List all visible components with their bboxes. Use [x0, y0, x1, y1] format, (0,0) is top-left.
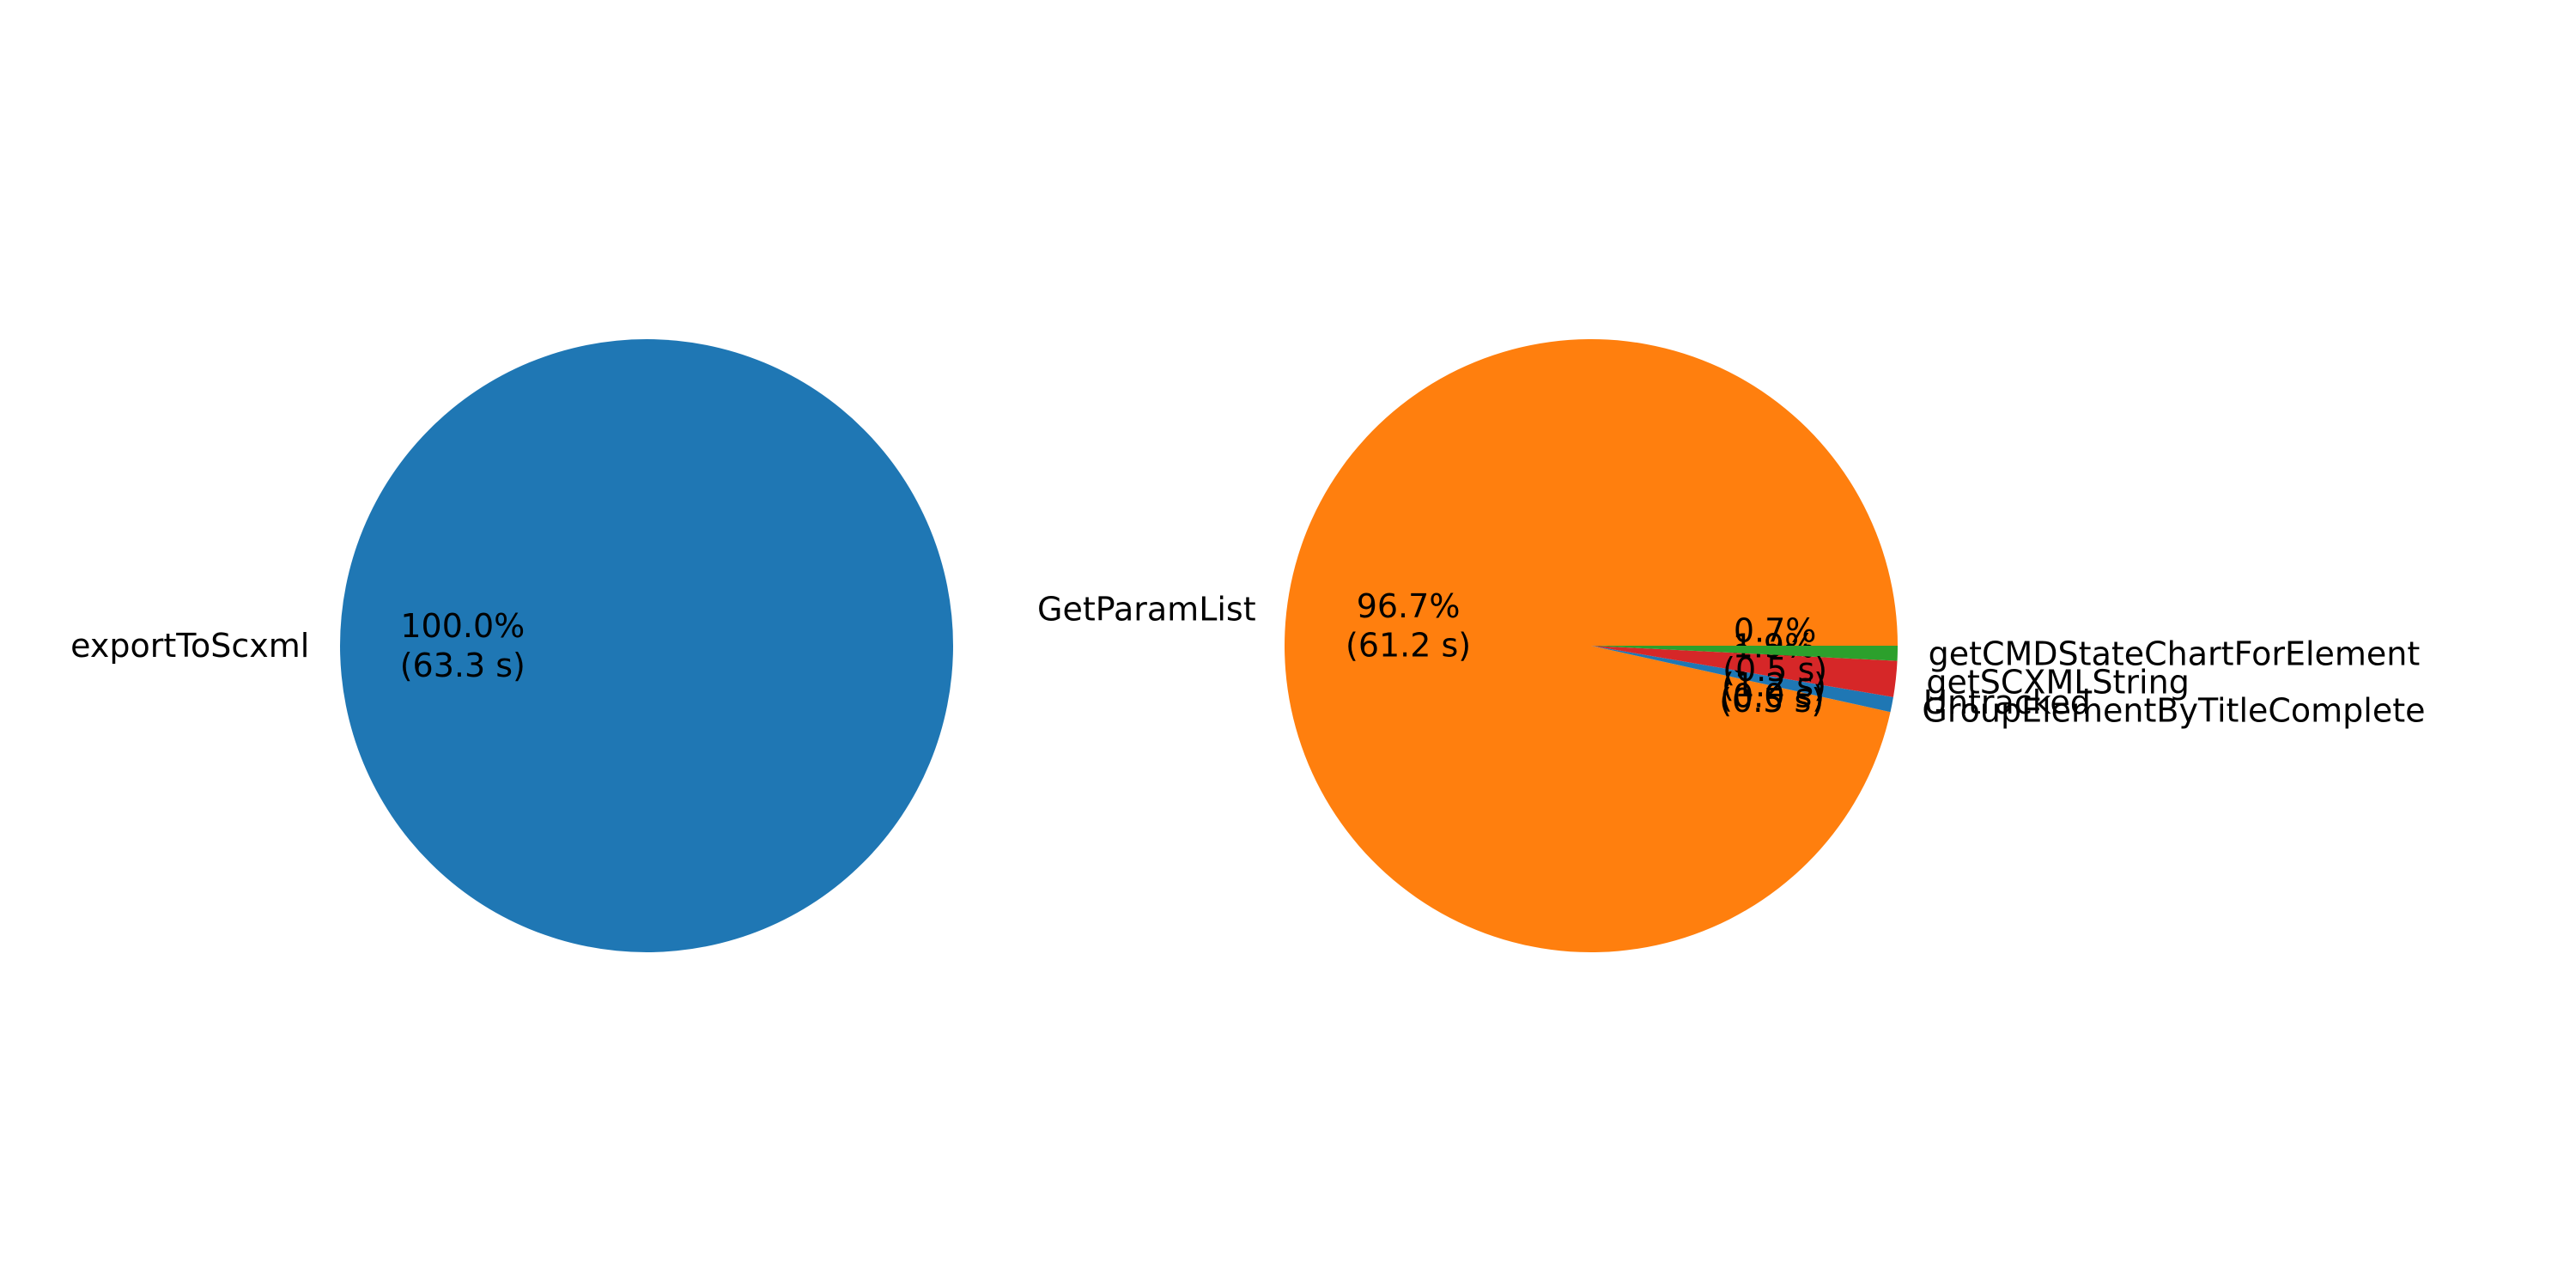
pie-slice-getcmdstatechartforelement: [1591, 646, 1898, 661]
pie-slice-getscxmlstring: [1591, 646, 1898, 697]
pie-slice-groupelementbytitlecomplete: [1591, 646, 1893, 713]
slice-percent-exporttoscxml: 100.0%: [400, 607, 525, 645]
slice-label-getparamlist: GetParamList: [1037, 590, 1256, 628]
slice-value-getcmdstatechartforelement: (0.5 s): [1722, 651, 1827, 689]
pie-slice-exporttoscxml: [340, 339, 953, 952]
slice-value-getparamlist: (61.2 s): [1346, 626, 1471, 664]
pie-chart-left: exportToScxml 100.0%(63.3 s): [70, 339, 953, 952]
slice-value-exporttoscxml: (63.3 s): [400, 647, 526, 684]
slice-percent-getparamlist: 96.7%: [1357, 587, 1461, 625]
slice-label-getscxmlstring: getSCXMLString: [1926, 664, 2189, 702]
slice-label-getcmdstatechartforelement: getCMDStateChartForElement: [1929, 635, 2421, 673]
slice-value-groupelementbytitlecomplete: (0.5 s): [1719, 682, 1824, 720]
slice-label-exporttoscxml: exportToScxml: [70, 627, 309, 665]
slice-value-getscxmlstring: (1.2 s): [1722, 666, 1826, 704]
pie-slice-getparamlist: [1285, 339, 1898, 953]
slice-percent-getcmdstatechartforelement: 0.7%: [1734, 612, 1817, 650]
slice-label-groupelementbytitlecomplete: GroupElementByTitleComplete: [1922, 691, 2425, 729]
slice-value-untracked: (0.0 s): [1720, 677, 1825, 715]
pie-chart-right: GetParamList 96.7%(61.2 s) GroupElementByT…: [1037, 339, 2426, 953]
slice-label-untracked: Untracked: [1923, 683, 2091, 721]
